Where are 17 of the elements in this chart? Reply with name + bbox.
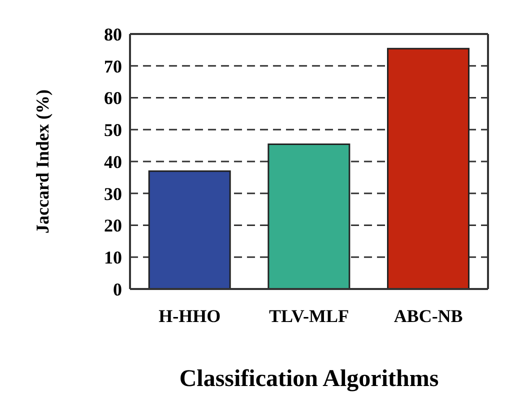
x-axis-title: Classification Algorithms: [179, 366, 439, 392]
y-tick-label: 40: [104, 152, 122, 172]
y-tick-label: 20: [104, 216, 122, 236]
y-tick-label: 30: [104, 184, 122, 204]
x-tick-label: H-HHO: [158, 306, 221, 326]
x-tick-label: TLV-MLF: [268, 306, 350, 326]
y-tick-label: 50: [104, 120, 122, 140]
y-tick-label: 70: [104, 56, 122, 76]
bar: [268, 144, 350, 289]
y-axis-title: Jaccard Index (%): [32, 90, 52, 234]
bar: [387, 48, 470, 289]
x-tick-label: ABC-NB: [394, 306, 463, 326]
bar: [148, 170, 231, 289]
y-tick-label: 80: [104, 24, 122, 44]
y-tick-label: 60: [104, 88, 122, 108]
y-tick-label: 0: [113, 279, 122, 300]
y-tick-label: 10: [104, 248, 122, 268]
